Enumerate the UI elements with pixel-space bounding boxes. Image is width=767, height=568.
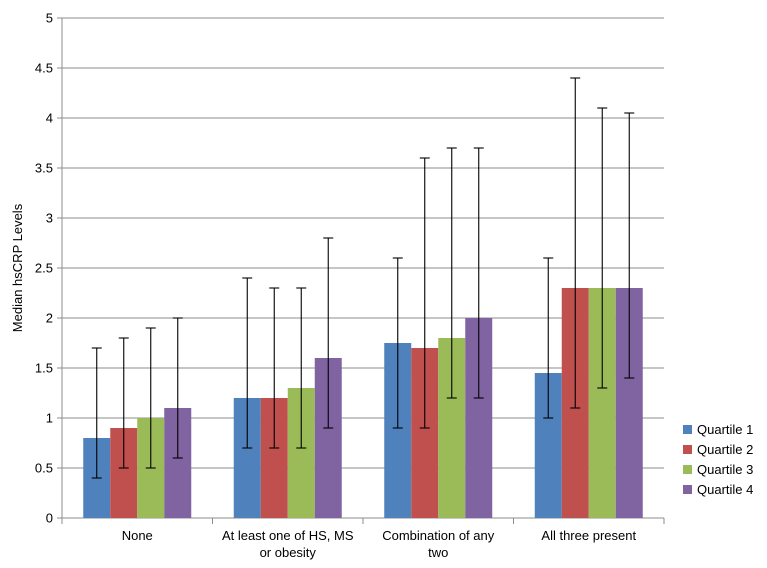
x-category-label: All three present (541, 528, 636, 543)
y-tick-label: 0 (46, 511, 53, 526)
legend-label: Quartile 3 (697, 462, 753, 477)
legend-item[interactable]: Quartile 2 (683, 442, 753, 457)
legend-item[interactable]: Quartile 1 (683, 422, 753, 437)
y-axis-title: Median hsCRP Levels (10, 203, 25, 332)
x-category-label: At least one of HS, MS (222, 528, 354, 543)
legend-swatch (683, 465, 692, 474)
x-category-labels: None At least one of HS, MS or obesity Comb… (122, 528, 637, 560)
y-tick-label: 4 (46, 111, 53, 126)
legend-item[interactable]: Quartile 4 (683, 482, 753, 497)
x-category-label: Combination of any (382, 528, 495, 543)
x-category-label: two (428, 545, 448, 560)
y-tick-label: 1.5 (35, 361, 53, 376)
legend-label: Quartile 4 (697, 482, 753, 497)
y-tick-label: 2 (46, 311, 53, 326)
y-tick-label: 4.5 (35, 61, 53, 76)
y-tick-label: 3.5 (35, 161, 53, 176)
bars (83, 288, 643, 518)
legend-swatch (683, 445, 692, 454)
y-tick-label: 0.5 (35, 461, 53, 476)
y-tick-label: 3 (46, 211, 53, 226)
legend-swatch (683, 425, 692, 434)
legend-label: Quartile 2 (697, 442, 753, 457)
y-tick-label: 2.5 (35, 261, 53, 276)
legend-label: Quartile 1 (697, 422, 753, 437)
y-tick-label: 5 (46, 11, 53, 26)
error-bars (91, 77, 635, 479)
legend-item[interactable]: Quartile 3 (683, 462, 753, 477)
y-tick-labels: 0 0.5 1 1.5 2 2.5 3 3.5 4 4.5 5 (35, 11, 53, 526)
x-category-label: or obesity (260, 545, 317, 560)
x-category-label: None (122, 528, 153, 543)
legend-swatch (683, 485, 692, 494)
y-tick-label: 1 (46, 411, 53, 426)
legend[interactable]: Quartile 1 Quartile 2 Quartile 3 Quartile 4 (683, 422, 753, 497)
